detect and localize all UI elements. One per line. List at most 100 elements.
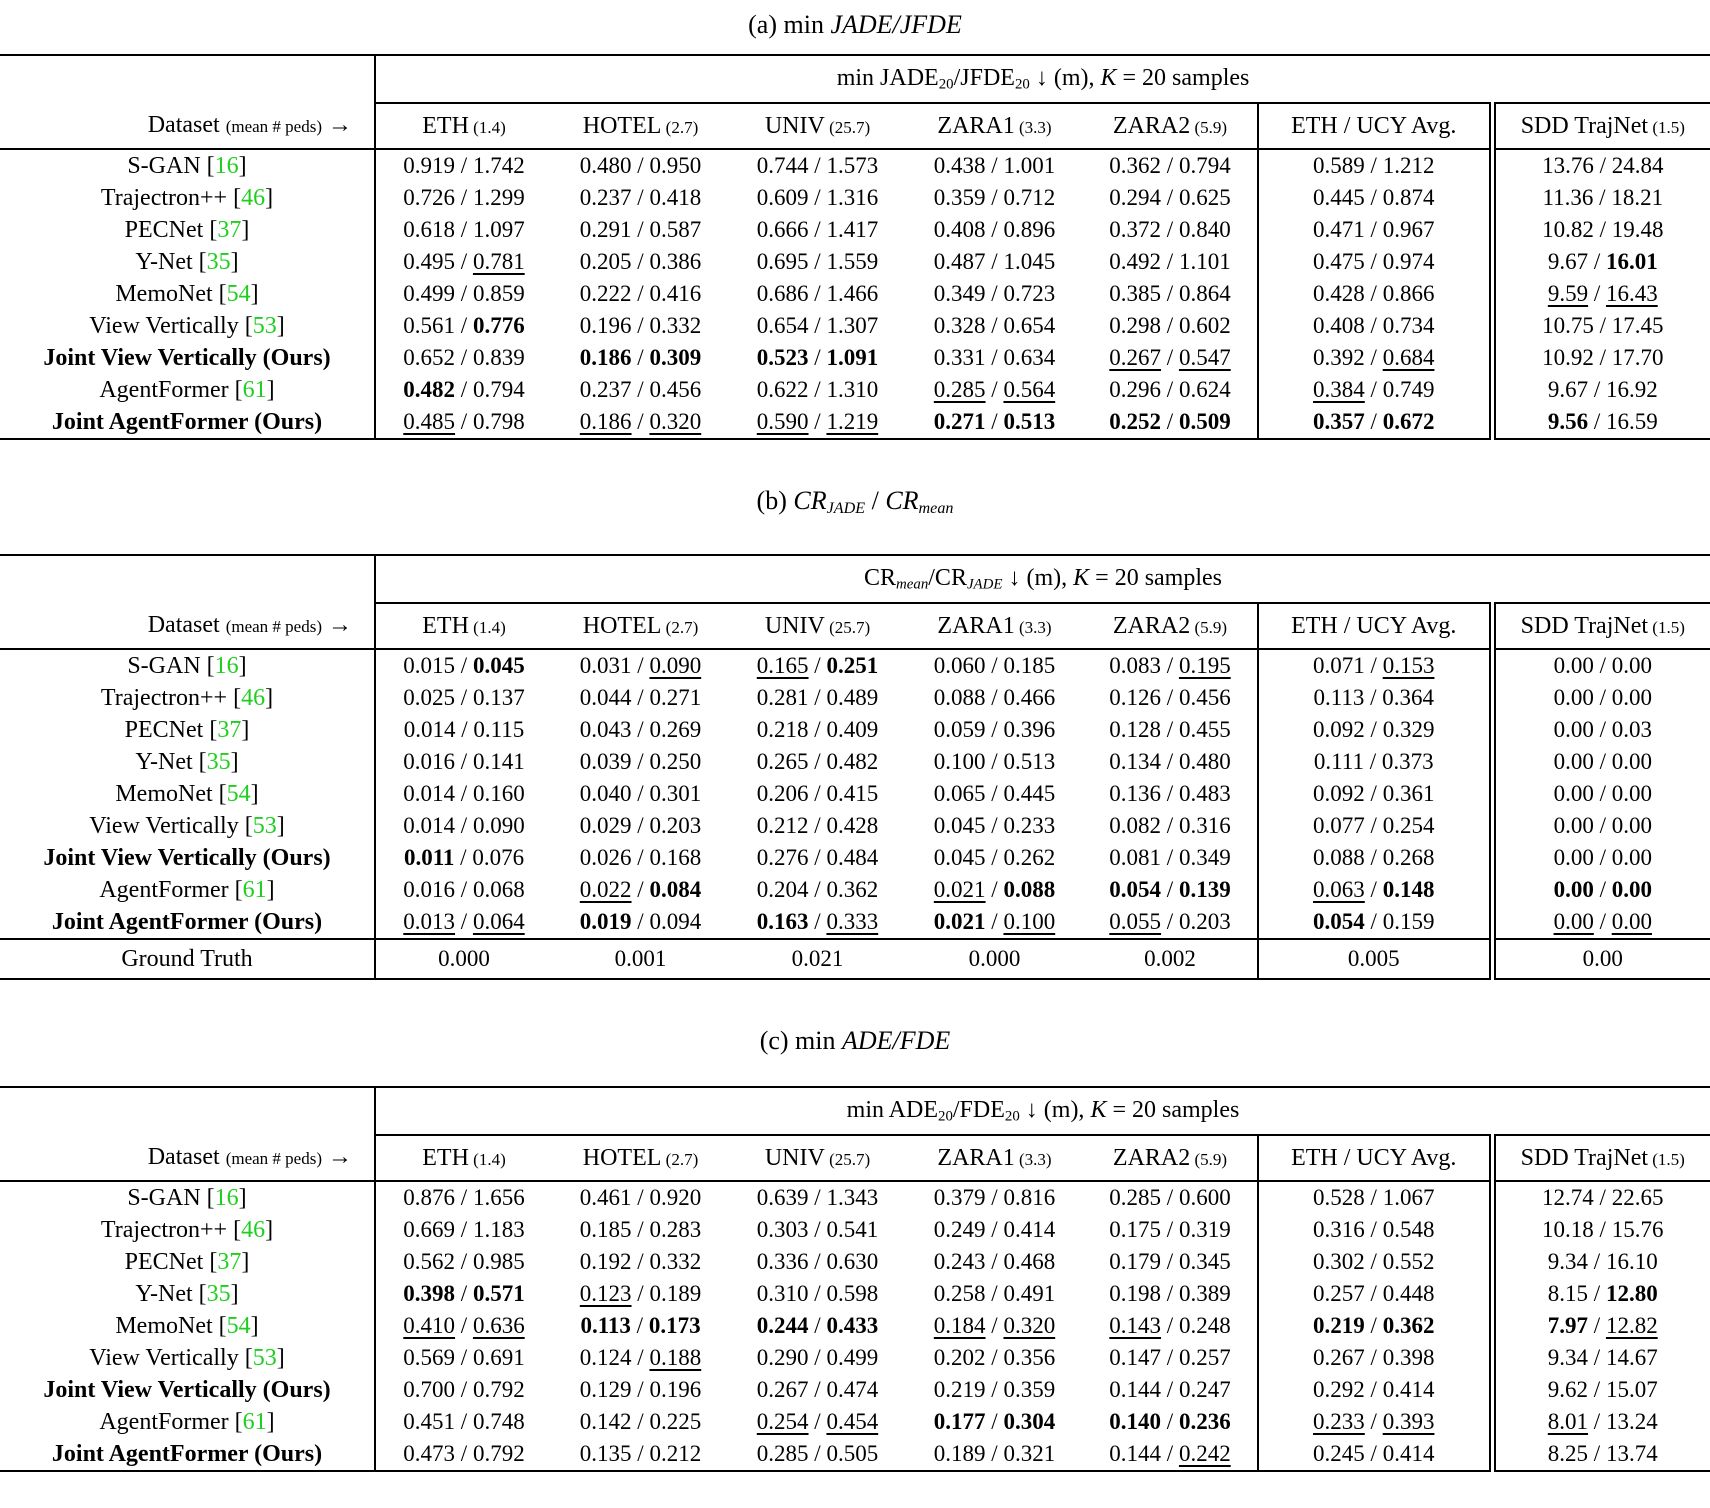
table-row: S-GAN [16] 0.919 / 1.742 0.480 / 0.950 0.74…	[0, 149, 1710, 182]
citation-ref[interactable]: 16	[214, 1184, 239, 1211]
metric-value: 0.184	[933, 1313, 986, 1339]
method-name: Joint AgentFormer (Ours)	[51, 908, 323, 935]
metric-cell: 0.00 / 0.00	[1553, 877, 1652, 903]
citation-ref[interactable]: 53	[252, 312, 277, 339]
metric-value: 0.669	[403, 1217, 456, 1243]
results-table-c: min ADE20/FDE20 ↓ (m), K = 20 samples Dat…	[0, 1086, 1710, 1473]
metric-value: 0.142	[579, 1409, 632, 1435]
table-row: Joint AgentFormer (Ours) 0.013 / 0.064 0.0…	[0, 906, 1710, 940]
metric-value: 8.15	[1547, 1281, 1589, 1307]
metric-cell: 0.445 / 0.874	[1258, 182, 1496, 214]
citation-ref[interactable]: 61	[242, 1408, 267, 1435]
metric-value: 0.454	[826, 1409, 879, 1435]
metric-cell: 0.021	[729, 938, 906, 980]
citation-ref[interactable]: 53	[252, 1344, 277, 1371]
metric-value: 8.25	[1547, 1441, 1589, 1467]
metric-cell: 0.055 / 0.203	[1083, 906, 1259, 940]
metric-cell: 0.267 / 0.547	[1083, 342, 1259, 374]
metric-value: 0.792	[472, 1377, 525, 1403]
metric-value: 0.562	[403, 1249, 456, 1275]
metric-value: 0.002	[1144, 946, 1196, 972]
citation-ref[interactable]: 37	[217, 1248, 242, 1275]
bracket: [	[192, 748, 207, 775]
method-name: Trajectron++	[100, 1216, 228, 1243]
metric-cell: 0.528 / 1.067	[1258, 1181, 1496, 1215]
metric-cell: 0.357 / 0.672	[1258, 406, 1496, 439]
citation-ref[interactable]: 35	[206, 748, 231, 775]
metric-value: 9.59	[1547, 281, 1589, 306]
bracket: [	[192, 1280, 207, 1307]
citation-ref[interactable]: 61	[242, 876, 267, 903]
metric-value: 0.624	[1178, 377, 1231, 402]
metric-value: 0.392	[1313, 345, 1365, 370]
metric-value: 0.329	[1382, 717, 1435, 743]
citation-ref[interactable]: 46	[241, 1216, 266, 1243]
metric-value: 0.202	[933, 1345, 986, 1371]
citation-ref[interactable]: 16	[214, 652, 239, 679]
method-name: Ground Truth	[121, 945, 253, 972]
metric-value: 0.129	[579, 1377, 632, 1403]
column-header-count: (1.4)	[468, 1149, 506, 1169]
method-label: Joint AgentFormer (Ours)	[0, 406, 376, 439]
column-header-name: ETH	[422, 112, 469, 139]
column-header-eth: ETH (1.4)	[375, 1135, 552, 1183]
metric-span-header-text: 20	[938, 76, 954, 93]
citation-ref[interactable]: 53	[252, 812, 277, 839]
metric-cell: 0.218 / 0.409	[756, 717, 879, 743]
metric-cell: 0.222 / 0.416	[579, 281, 702, 306]
metric-value: 0.292	[1313, 1377, 1365, 1403]
method-label: PECNet [37]	[0, 1246, 376, 1279]
citation-ref[interactable]: 54	[226, 780, 251, 807]
citation-ref[interactable]: 46	[241, 184, 266, 211]
citation-ref[interactable]: 37	[217, 216, 242, 243]
method-name: View Vertically	[89, 312, 239, 339]
column-header-count: (2.7)	[661, 1149, 699, 1169]
metric-cell: 0.919 / 1.742	[403, 153, 525, 178]
table-a-caption: (a) min JADE/JFDE	[0, 10, 1710, 40]
metric-value: 0.267	[1313, 1345, 1365, 1371]
citation-ref[interactable]: 61	[242, 376, 267, 403]
column-header-name: ETH / UCY Avg.	[1291, 112, 1457, 139]
metric-cell: 0.298 / 0.602	[1083, 310, 1259, 342]
metric-value: 0.254	[756, 1409, 809, 1435]
bracket: [	[228, 1408, 243, 1435]
citation-ref[interactable]: 35	[206, 1280, 231, 1307]
metric-cell: 0.126 / 0.456	[1083, 682, 1259, 715]
metric-cell: 0.243 / 0.468	[933, 1249, 1056, 1275]
metric-value: 0.304	[1003, 1409, 1056, 1435]
metric-value: 0.141	[472, 749, 525, 775]
citation-ref[interactable]: 54	[226, 280, 251, 307]
metric-cell: 0.063 / 0.148	[1258, 874, 1496, 907]
citation-ref[interactable]: 37	[217, 716, 242, 743]
metric-cell: 0.219 / 0.362	[1258, 1310, 1496, 1343]
metric-cell: 0.111 / 0.373	[1258, 746, 1496, 779]
metric-value: 24.84	[1611, 153, 1664, 178]
metric-value: 0.00	[1553, 813, 1594, 839]
metric-cell: 0.379 / 0.816	[933, 1185, 1056, 1211]
metric-value: 0.258	[933, 1281, 986, 1307]
bracket: [	[200, 652, 215, 679]
bracket: [	[203, 716, 218, 743]
metric-value: 0.320	[1003, 1313, 1056, 1339]
citation-ref[interactable]: 35	[206, 248, 231, 275]
metric-cell: 9.34 / 14.67	[1547, 1345, 1658, 1371]
citation-ref[interactable]: 16	[214, 152, 239, 179]
metric-cell: 0.666 / 1.417	[756, 217, 879, 242]
metric-value: 0.414	[1382, 1377, 1435, 1403]
column-header-name: HOTEL	[582, 1144, 662, 1171]
metric-value: 0.666	[756, 217, 809, 242]
caption-text: CR	[885, 486, 919, 515]
metric-span-header: min JADE20/JFDE20 ↓ (m), K = 20 samples	[375, 55, 1710, 104]
metric-cell: 0.296 / 0.624	[1083, 374, 1259, 406]
metric-value: 1.742	[472, 153, 525, 178]
citation-ref[interactable]: 46	[241, 684, 266, 711]
metric-value: 15.07	[1605, 1377, 1658, 1403]
metric-value: 18.21	[1611, 185, 1664, 210]
metric-value: 0.139	[1178, 877, 1231, 903]
metric-value: 1.299	[472, 185, 525, 210]
citation-ref[interactable]: 54	[226, 1312, 251, 1339]
metric-value: 0.249	[933, 1217, 986, 1243]
metric-value: 0.252	[1109, 409, 1162, 434]
metric-value: 0.219	[933, 1377, 986, 1403]
metric-value: 0.398	[403, 1281, 456, 1307]
